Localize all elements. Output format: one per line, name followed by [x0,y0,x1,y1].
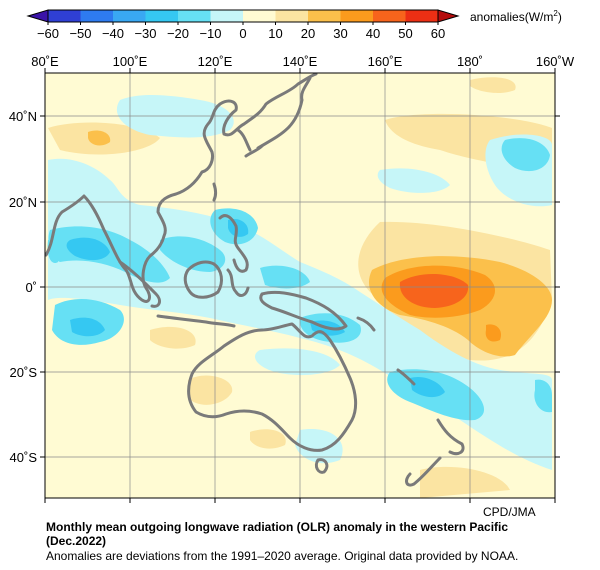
colorbar-tick-label: 20 [301,26,315,41]
longitude-labels: 80˚E 100˚E 120˚E 140˚E 160˚E 180˚ 160˚W [31,54,575,69]
longitude-label: 100˚E [113,54,148,69]
colorbar-tick-label: −20 [167,26,189,41]
latitude-labels: 40˚N 20˚N 0˚ 20˚S 40˚S [9,109,38,465]
longitude-label: 140˚E [283,54,318,69]
colorbar-tick-label: −10 [199,26,221,41]
colorbar-bin [113,10,146,22]
caption-note: Anomalies are deviations from the 1991–2… [46,549,519,563]
colorbar-tick-label: 0 [239,26,246,41]
credit-text: CPD/JMA [483,505,536,519]
colorbar-bin [275,10,309,22]
colorbar-bin [340,10,374,22]
colorbar-tick-label: −30 [134,26,156,41]
colorbar-bin [243,10,276,22]
colorbar-bin [308,10,341,22]
colorbar-tick-label: 40 [366,26,380,41]
colorbar-tick-label: −40 [102,26,124,41]
colorbar-tick-label: 60 [431,26,445,41]
colorbar-bin [210,10,244,22]
coastlines [45,73,465,487]
longitude-label: 80˚E [31,54,59,69]
colorbar-arrow-left [26,9,49,23]
colorbar-tick-label: −60 [37,26,59,41]
anomaly-field [45,73,555,498]
map-graticule [45,73,555,498]
colorbar-tick-label: 30 [333,26,347,41]
colorbar-bin [145,10,179,22]
latitude-label: 0˚ [25,280,37,295]
latitude-label: 20˚N [9,195,37,210]
map-panel: 80˚E 100˚E 120˚E 140˚E 160˚E 180˚ 160˚W 40˚N 20… [9,54,575,503]
colorbar-bin [178,10,211,22]
caption-title-line2: (Dec.2022) [46,534,107,548]
colorbar-bins [48,10,439,22]
caption-title-line1: Monthly mean outgoing longwave radiation… [46,520,509,534]
colorbar-bin [48,10,81,22]
colorbar-bin [80,10,114,22]
colorbar: −60 −50 −40 −30 −20 −10 0 10 20 30 40 50 60 anomalie… [26,9,562,41]
colorbar-tick-label: 10 [268,26,282,41]
colorbar-arrow-right [437,9,460,23]
longitude-label: 120˚E [198,54,233,69]
colorbar-bin [405,10,439,22]
longitude-label: 160˚W [536,54,575,69]
longitude-label: 180˚ [457,54,483,69]
colorbar-unit-label: anomalies(W/m2) [470,9,562,24]
map-axis-ticks [40,68,560,503]
colorbar-ticks: −60 −50 −40 −30 −20 −10 0 10 20 30 40 50 60 [37,22,445,41]
latitude-label: 20˚S [10,365,38,380]
colorbar-tick-label: 50 [398,26,412,41]
latitude-label: 40˚S [10,450,38,465]
colorbar-tick-label: −50 [69,26,91,41]
latitude-label: 40˚N [9,109,37,124]
longitude-label: 160˚E [368,54,403,69]
olr-anomaly-figure: −60 −50 −40 −30 −20 −10 0 10 20 30 40 50 60 anomalie… [9,9,575,503]
colorbar-bin [373,10,406,22]
caption-title: Monthly mean outgoing longwave radiation… [46,520,508,548]
